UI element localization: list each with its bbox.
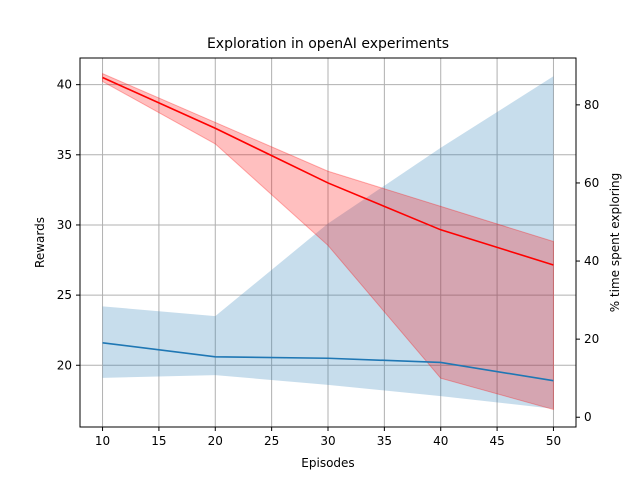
x-tick-label: 50 <box>546 434 561 448</box>
series-1-confidence-band <box>102 76 554 409</box>
x-tick-label: 25 <box>264 434 279 448</box>
x-tick-label: 20 <box>208 434 223 448</box>
x-tick-label: 40 <box>433 434 448 448</box>
y-right-tick-label: 20 <box>584 332 599 346</box>
y-left-tick-label: 35 <box>57 148 72 162</box>
y-axis-left-label: Rewards <box>33 217 47 268</box>
x-tick-label: 10 <box>95 434 110 448</box>
y-left-tick-label: 30 <box>57 218 72 232</box>
grid-layer <box>80 58 576 427</box>
y-right-tick-label: 40 <box>584 254 599 268</box>
y-right-tick-label: 0 <box>584 410 592 424</box>
tick-layer: 10 15 20 25 30 35 40 45 50 20 25 30 35 40 0 20 40 60 80 <box>57 78 600 448</box>
x-tick-label: 35 <box>377 434 392 448</box>
y-right-tick-label: 80 <box>584 98 599 112</box>
y-left-tick-label: 25 <box>57 288 72 302</box>
line-layer <box>102 76 554 382</box>
x-tick-label: 45 <box>489 434 504 448</box>
series-2-confidence-band <box>102 72 554 411</box>
x-tick-label: 30 <box>320 434 335 448</box>
x-tick-label: 15 <box>151 434 166 448</box>
chart-title: Exploration in openAI experiments <box>207 36 449 52</box>
y-left-tick-label: 40 <box>57 78 72 92</box>
x-axis-label: Episodes <box>301 456 354 470</box>
band-layer <box>102 72 554 411</box>
y-right-tick-label: 60 <box>584 176 599 190</box>
y-axis-right-label: % time spent exploring <box>608 173 622 313</box>
y-left-tick-label: 20 <box>57 358 72 372</box>
